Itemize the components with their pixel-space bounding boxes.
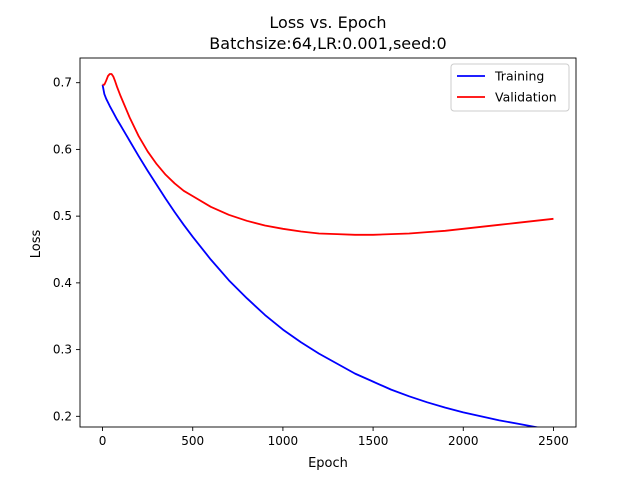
axes-frame: [79, 57, 577, 428]
plot-area: 0 500 1000 1500 2000 2500 0.2 0.3 0.4 0.5 0.6 0.7: [53, 57, 577, 448]
y-tick-label: 0.2: [53, 409, 72, 423]
y-axis-label: Loss: [29, 230, 44, 259]
x-tick-label: 1500: [358, 434, 389, 448]
series-line-validation: [102, 73, 554, 236]
y-tick-label: 0.3: [53, 343, 72, 357]
chart-subtitle: Batchsize:64,LR:0.001,seed:0: [209, 34, 446, 53]
y-tick-label: 0.5: [53, 209, 72, 223]
y-tick-label: 0.6: [53, 142, 72, 156]
x-tick-label: 500: [181, 434, 204, 448]
legend: Training Validation: [450, 63, 570, 112]
x-tick-label: 2000: [448, 434, 479, 448]
x-tick-label: 0: [99, 434, 107, 448]
chart-title: Loss vs. Epoch: [269, 13, 386, 32]
series-line-training: [101, 84, 541, 427]
y-tick-label: 0.7: [53, 76, 72, 90]
y-tick-label: 0.4: [53, 276, 72, 290]
x-tick-label: 1000: [268, 434, 299, 448]
x-tick-label: 2500: [538, 434, 569, 448]
x-axis-label: Epoch: [308, 456, 348, 471]
legend-label-validation: Validation: [495, 90, 557, 105]
legend-label-training: Training: [494, 69, 544, 84]
